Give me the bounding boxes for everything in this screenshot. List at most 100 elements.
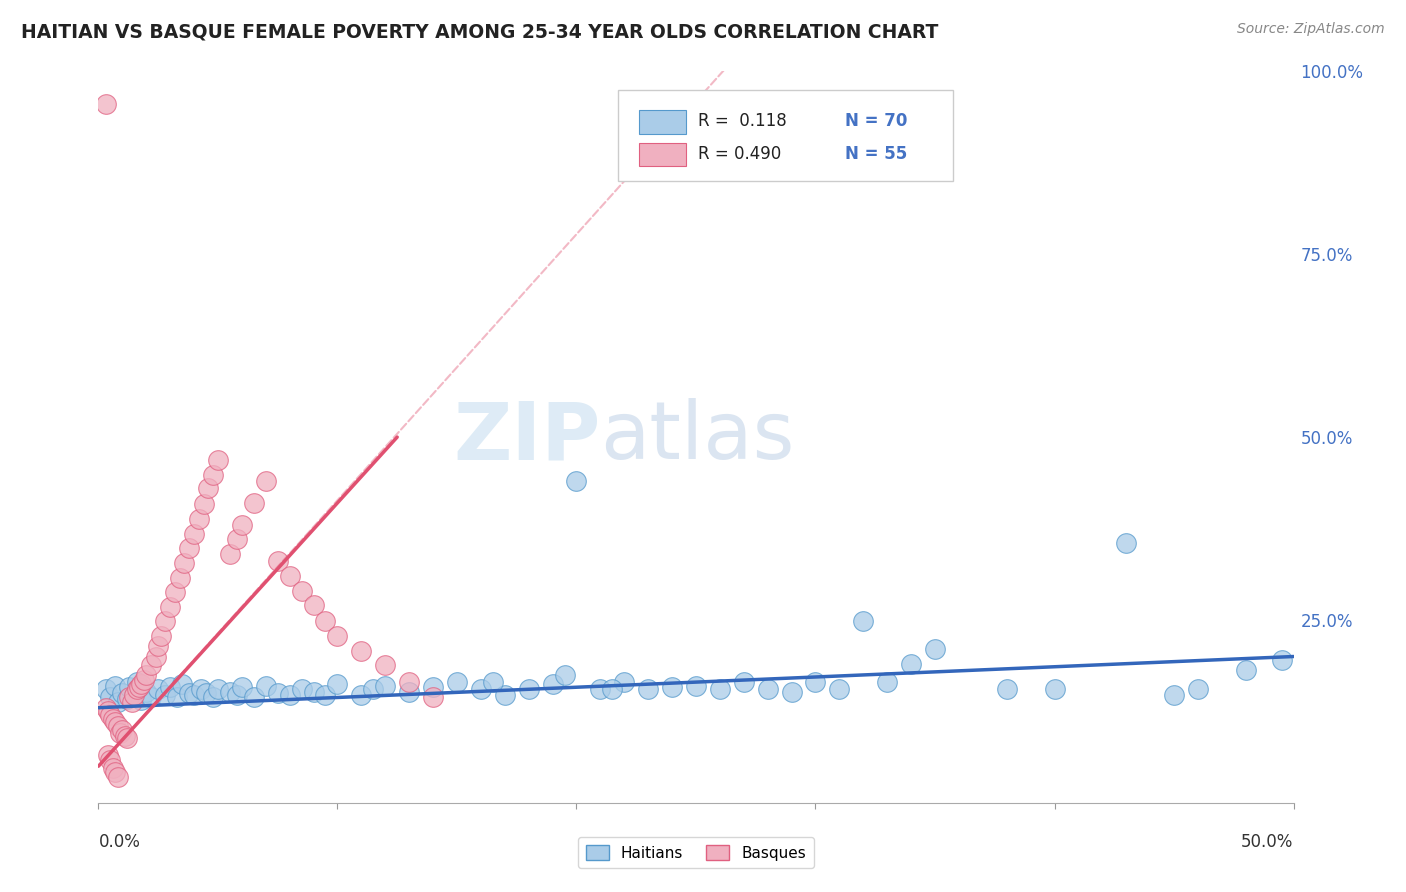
Point <box>118 680 141 694</box>
Point <box>207 682 229 697</box>
Point <box>121 695 143 709</box>
Point <box>267 686 290 700</box>
Point <box>166 690 188 704</box>
Point <box>148 682 170 697</box>
Point <box>128 680 150 694</box>
Point <box>172 677 194 691</box>
Point <box>422 690 444 704</box>
Point <box>541 677 564 691</box>
Point <box>565 474 588 488</box>
Point <box>780 684 803 698</box>
Point <box>231 680 253 694</box>
Point <box>446 675 468 690</box>
Point <box>350 688 373 702</box>
FancyBboxPatch shape <box>638 143 686 167</box>
Point <box>149 629 172 643</box>
Point <box>108 726 131 740</box>
Point <box>131 693 153 707</box>
Point <box>254 474 277 488</box>
Point <box>173 556 195 570</box>
Point <box>554 667 576 681</box>
Point <box>613 675 636 690</box>
Point <box>97 705 120 719</box>
Point <box>900 657 922 671</box>
Point <box>243 496 266 510</box>
FancyBboxPatch shape <box>638 110 686 134</box>
Point <box>661 680 683 694</box>
Point <box>104 679 127 693</box>
Point <box>302 599 325 613</box>
Point <box>179 541 201 556</box>
Point <box>98 753 122 767</box>
Point <box>315 688 337 702</box>
Point <box>326 629 349 643</box>
Point <box>804 675 827 690</box>
Point <box>179 686 201 700</box>
Point <box>254 679 277 693</box>
Point <box>124 688 146 702</box>
Point <box>139 658 162 673</box>
Point <box>231 517 253 532</box>
Point <box>1163 688 1185 702</box>
Point <box>104 715 127 730</box>
Text: Source: ZipAtlas.com: Source: ZipAtlas.com <box>1237 22 1385 37</box>
Point <box>97 748 120 763</box>
Point <box>291 682 314 697</box>
Point <box>589 682 612 697</box>
Point <box>326 677 349 691</box>
Point <box>709 682 731 697</box>
Point <box>139 690 162 704</box>
Point <box>602 682 624 697</box>
Point <box>202 690 225 704</box>
Point <box>1187 682 1209 697</box>
Point <box>995 682 1018 697</box>
Point <box>398 675 420 690</box>
Point <box>125 682 148 697</box>
Point <box>226 533 249 547</box>
Point <box>517 682 540 697</box>
Point <box>118 690 141 704</box>
Point <box>183 526 205 541</box>
Point <box>155 688 177 702</box>
Point <box>363 682 385 697</box>
Point <box>374 679 396 693</box>
Point <box>155 615 177 629</box>
Point <box>169 570 191 584</box>
Point <box>202 468 225 483</box>
Point <box>685 679 707 693</box>
Point <box>193 497 215 511</box>
Point <box>398 684 420 698</box>
Point <box>278 688 301 702</box>
Text: N = 55: N = 55 <box>845 145 908 163</box>
Point <box>101 761 124 775</box>
Point <box>124 688 146 702</box>
Point <box>756 682 779 697</box>
Point <box>98 690 122 704</box>
Point <box>135 684 157 698</box>
Point <box>107 719 129 733</box>
Point <box>163 585 186 599</box>
Point <box>114 729 136 743</box>
Point <box>187 512 209 526</box>
Text: atlas: atlas <box>600 398 794 476</box>
Point <box>219 547 242 561</box>
Point <box>302 684 325 698</box>
Point <box>291 583 314 598</box>
Point <box>190 682 212 697</box>
Point <box>876 675 898 690</box>
Point <box>111 686 134 700</box>
Point <box>107 695 129 709</box>
Point <box>350 643 373 657</box>
Text: ZIP: ZIP <box>453 398 600 476</box>
Point <box>111 723 134 737</box>
Point <box>148 639 170 653</box>
Point <box>422 680 444 694</box>
Point <box>852 615 875 629</box>
Point <box>104 765 127 780</box>
Point <box>267 554 290 568</box>
Text: N = 70: N = 70 <box>845 112 908 130</box>
Point <box>315 615 337 629</box>
Point <box>1271 653 1294 667</box>
Point <box>98 708 122 723</box>
Point <box>207 453 229 467</box>
